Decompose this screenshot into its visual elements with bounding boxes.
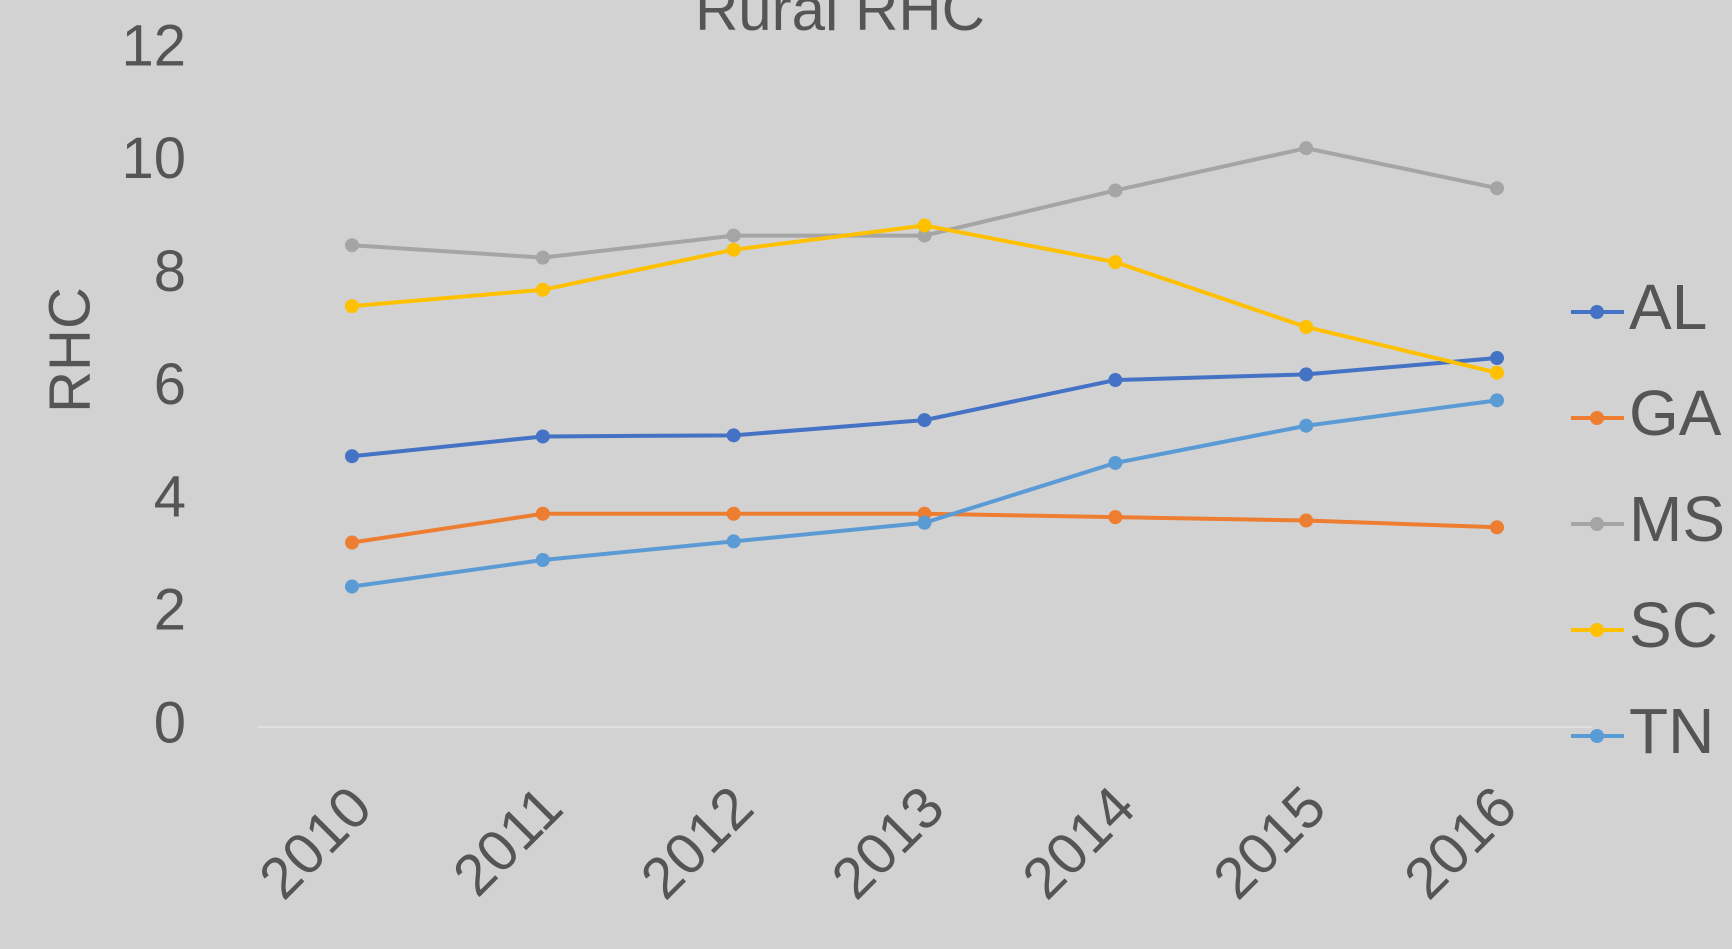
data-point (1299, 513, 1314, 528)
data-point (726, 228, 741, 243)
y-tick-label: 4 (154, 465, 186, 530)
data-point (917, 413, 932, 428)
data-point (535, 429, 550, 444)
legend-swatch-marker (1590, 305, 1604, 319)
data-point (535, 553, 550, 568)
data-point (1108, 183, 1123, 198)
y-tick-label: 6 (154, 352, 186, 417)
data-point (1108, 255, 1123, 270)
y-tick-label: 2 (154, 577, 186, 642)
legend-label: TN (1629, 695, 1714, 767)
y-tick-label: 10 (121, 126, 186, 191)
data-point (345, 579, 359, 594)
data-point (345, 449, 359, 464)
legend-swatch-marker (1590, 623, 1604, 637)
legend-swatch-marker (1590, 729, 1604, 743)
data-point (726, 428, 741, 443)
data-point (345, 299, 359, 314)
data-point (917, 228, 932, 243)
data-point (1108, 373, 1123, 388)
data-point (1108, 510, 1123, 525)
data-point (535, 250, 550, 265)
data-point (1299, 141, 1314, 156)
y-axis-label: RHC (37, 287, 102, 413)
legend-swatch-marker (1590, 517, 1604, 531)
data-point (1490, 393, 1504, 408)
data-point (1299, 367, 1314, 382)
data-point (1490, 351, 1504, 366)
chart-title: Rural RHC (695, 0, 985, 43)
data-point (1490, 365, 1504, 380)
y-tick-label: 8 (154, 239, 186, 304)
legend-label: SC (1629, 589, 1718, 661)
data-point (1299, 418, 1314, 433)
data-point (345, 238, 359, 253)
data-point (917, 218, 932, 233)
data-point (917, 515, 932, 530)
legend-swatch-marker (1590, 411, 1604, 425)
legend-label: AL (1629, 271, 1707, 343)
y-tick-label: 12 (121, 13, 186, 78)
data-point (535, 506, 550, 521)
data-point (726, 242, 741, 257)
data-point (345, 535, 359, 550)
data-point (535, 282, 550, 297)
legend-label: GA (1629, 377, 1722, 449)
data-point (1299, 320, 1314, 335)
data-point (726, 534, 741, 549)
data-point (1490, 181, 1504, 196)
data-point (1108, 455, 1123, 470)
y-tick-label: 0 (154, 690, 186, 755)
data-point (726, 506, 741, 521)
data-point (1490, 520, 1504, 535)
legend-label: MS (1629, 483, 1725, 555)
